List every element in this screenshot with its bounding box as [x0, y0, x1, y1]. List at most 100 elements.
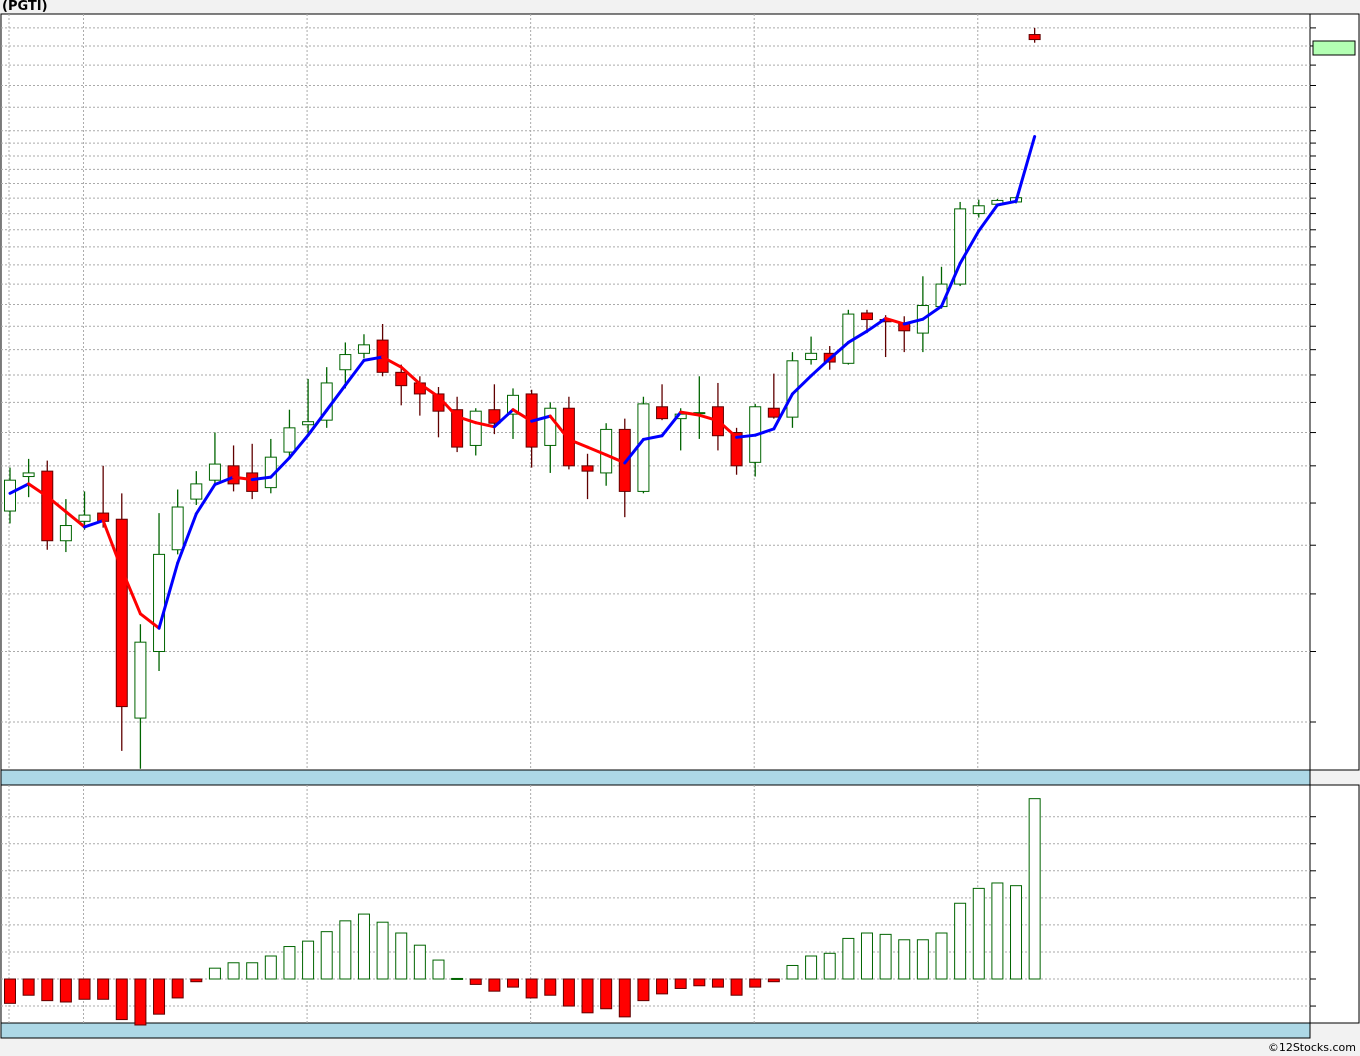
ma-line-segment: [101, 519, 124, 571]
macd-bar: [134, 978, 147, 1026]
candle-body: [190, 483, 203, 500]
candle-body: [637, 403, 650, 492]
ma-line-segment: [287, 433, 310, 460]
candle-body: [562, 407, 575, 467]
macd-bar: [637, 978, 650, 1002]
macd-bar: [879, 933, 892, 980]
candle-body: [153, 553, 166, 653]
candle-body: [954, 208, 967, 285]
macd-bar: [1028, 798, 1041, 980]
macd-bar: [395, 932, 408, 980]
macd-bar: [618, 978, 631, 1018]
macd-bar: [711, 978, 724, 988]
candle-body: [600, 428, 613, 474]
macd-bar: [469, 978, 482, 985]
candle: [544, 402, 557, 473]
ma-line-segment: [530, 414, 552, 423]
ma-line-segment: [399, 365, 422, 386]
macd-bar: [507, 978, 520, 988]
candle: [767, 373, 780, 419]
candle-body: [41, 470, 54, 542]
candle: [302, 378, 315, 436]
macd-bar: [525, 978, 538, 999]
candle-body: [208, 463, 221, 481]
macd-bar: [842, 937, 855, 980]
macd-bar: [339, 920, 352, 980]
candle: [469, 408, 482, 456]
macd-bar: [991, 882, 1004, 980]
candle-body: [4, 479, 16, 512]
chart-title: (PGTI): [2, 0, 48, 14]
ma-line-segment: [83, 519, 105, 529]
ma-line-segment: [772, 392, 794, 431]
copyright-footer: ©12Stocks.com: [1267, 1041, 1356, 1054]
candle: [842, 309, 855, 365]
macd-bar: [283, 946, 296, 980]
ma-line-segment: [940, 261, 962, 308]
ma-line-segment: [977, 203, 999, 233]
ma-line-segment: [45, 495, 68, 514]
macd-bar: [972, 887, 985, 980]
candle: [954, 201, 967, 287]
macd-bar: [246, 962, 259, 980]
candle: [246, 443, 259, 500]
macd-bar: [823, 952, 836, 980]
ma-line-segment: [269, 456, 291, 479]
ma-line-segment: [828, 340, 850, 361]
macd-bar: [730, 978, 743, 996]
ma-line-segment: [27, 482, 49, 499]
candle-body: [507, 394, 520, 415]
candle: [227, 445, 240, 492]
ma-line-segment: [194, 483, 217, 516]
candle-body: [860, 312, 873, 321]
ma-line-segment: [865, 316, 888, 333]
candle-body: [302, 421, 315, 426]
candle: [134, 624, 147, 769]
candle: [4, 467, 16, 524]
ma-line-segment: [1014, 135, 1037, 203]
ma-line-segment: [548, 414, 571, 441]
macd-bar: [786, 964, 799, 980]
ma-line-segment: [474, 421, 496, 429]
macd-bar: [171, 978, 184, 999]
ma-line-segment: [735, 433, 757, 439]
ma-line-segment: [604, 453, 627, 465]
candle-body: [171, 506, 184, 551]
ma-line-segment: [586, 445, 608, 457]
candle-body: [115, 518, 128, 708]
candle-body: [246, 472, 259, 492]
ma-line-segment: [8, 482, 31, 495]
macd-bar: [97, 978, 110, 1000]
macd-bar: [581, 978, 594, 1014]
candle-body: [972, 205, 985, 215]
ma-line-segment: [511, 408, 534, 423]
candle: [805, 336, 818, 365]
candle: [562, 396, 575, 470]
candle: [208, 432, 221, 484]
last-price-badge: [1312, 40, 1356, 56]
macd-bar: [302, 940, 315, 980]
candle: [581, 453, 594, 500]
macd-bar: [1010, 885, 1023, 980]
ma-line-segment: [64, 510, 87, 529]
macd-bar: [749, 978, 762, 988]
ma-line-segment: [567, 437, 590, 449]
candle-body: [227, 465, 240, 485]
ma-line-segment: [921, 304, 943, 321]
candle: [860, 309, 873, 334]
candle: [395, 364, 408, 406]
candle-body: [805, 352, 818, 361]
candle-body: [469, 410, 482, 446]
candle: [656, 384, 669, 421]
candle-body: [283, 427, 296, 453]
ma-line-segment: [436, 395, 459, 419]
macd-bar: [357, 913, 370, 980]
ma-line-segment: [884, 316, 906, 326]
ma-line-segment: [418, 382, 440, 399]
candle: [357, 334, 370, 359]
candle: [507, 388, 520, 439]
candle-body: [581, 465, 594, 472]
ma-line-segment: [958, 229, 981, 265]
macd-bar: [562, 978, 575, 1007]
